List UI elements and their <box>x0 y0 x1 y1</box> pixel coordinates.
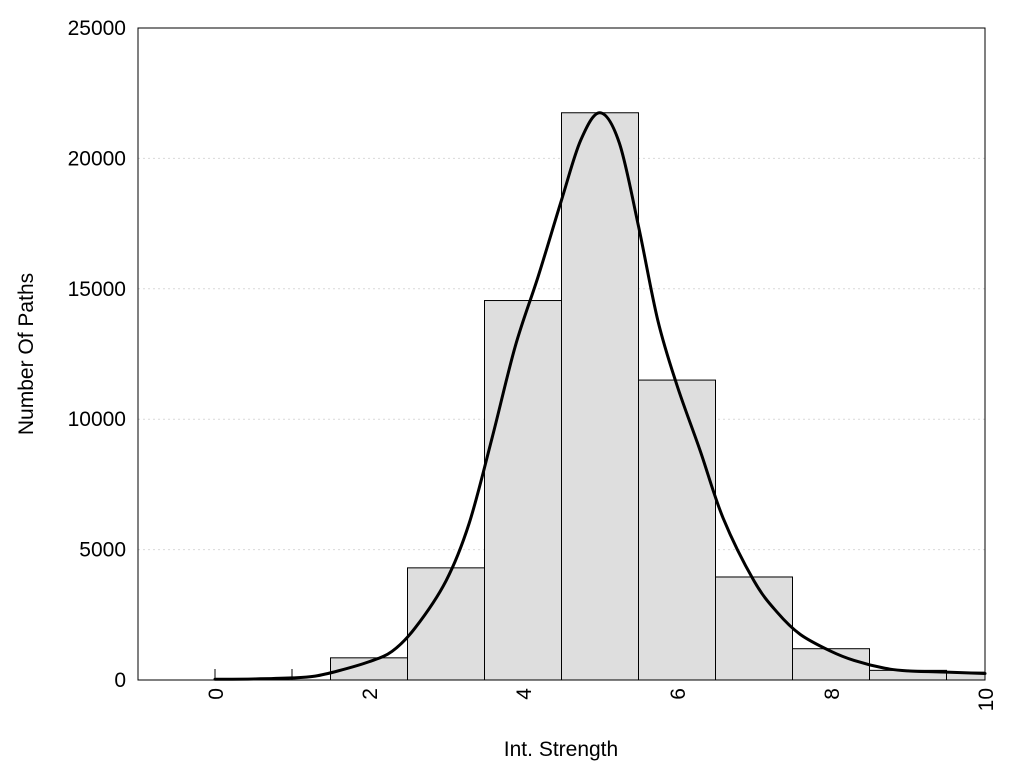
x-axis-title: Int. Strength <box>504 738 618 761</box>
x-tick-label: 10 <box>975 688 998 711</box>
y-axis-ticks: 0 5000 10000 15000 20000 25000 <box>68 17 126 692</box>
y-tick-label: 15000 <box>68 278 126 301</box>
x-axis-ticks: 0 2 4 6 8 10 <box>205 688 998 712</box>
histogram-bar <box>561 112 639 681</box>
x-tick-label: 8 <box>821 688 844 700</box>
plot-frame <box>137 27 986 681</box>
histogram-bar <box>484 300 562 681</box>
histogram-bar <box>792 648 870 681</box>
x-tick-label: 2 <box>359 688 382 700</box>
y-tick-label: 25000 <box>68 17 126 40</box>
x-tick-label: 4 <box>513 688 536 700</box>
density-curve <box>213 111 987 681</box>
x-tick-label: 0 <box>205 688 228 700</box>
y-tick-label: 10000 <box>68 408 126 431</box>
histogram-bars <box>214 112 986 681</box>
y-tick-label: 5000 <box>79 539 126 562</box>
histogram-bar <box>638 379 716 681</box>
y-tick-label: 0 <box>114 669 126 692</box>
density-curve-layer <box>213 111 987 681</box>
y-axis-title: Number Of Paths <box>15 273 38 435</box>
gridlines <box>138 157 985 551</box>
histogram-bar <box>715 576 793 681</box>
y-tick-label: 20000 <box>68 147 126 170</box>
x-tick-label: 6 <box>667 688 690 700</box>
